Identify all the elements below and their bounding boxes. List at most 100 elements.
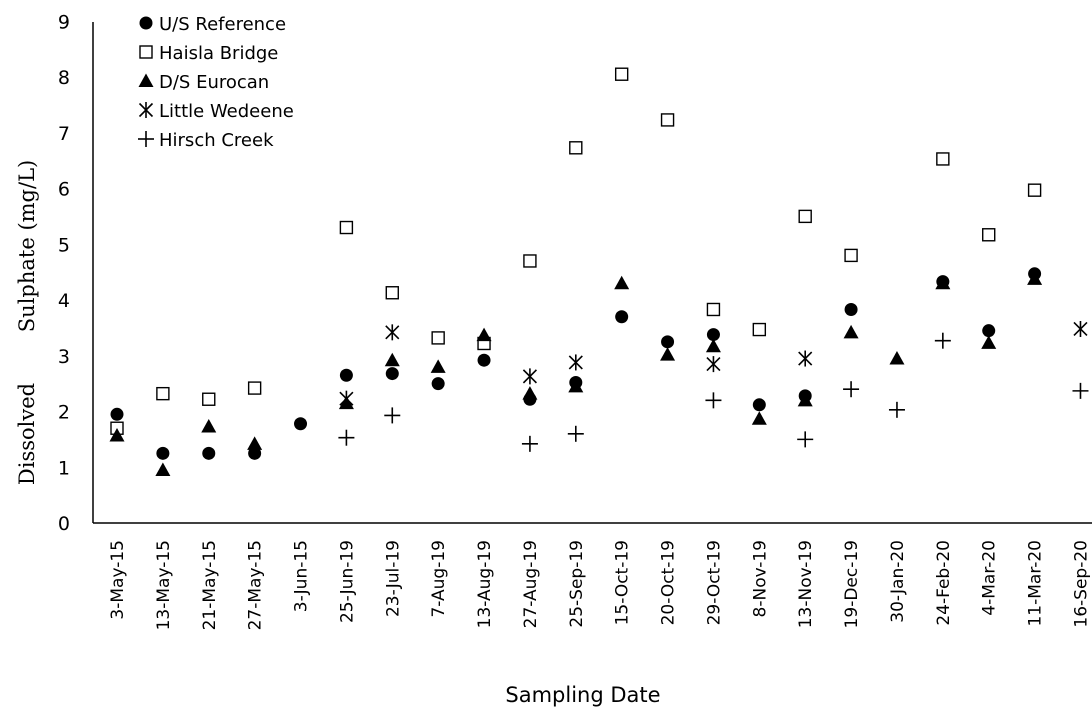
data-point [1027, 271, 1043, 285]
legend-label: U/S Reference [159, 14, 286, 35]
x-tick-label: 29-Oct-19 [704, 540, 724, 625]
series-d-s-eurocan [109, 271, 1043, 477]
legend-marker [138, 73, 154, 87]
legend-label: Hirsch Creek [159, 130, 274, 151]
data-point [752, 398, 766, 412]
y-axis-title: Dissolved Sulphate (mg/L) [15, 160, 39, 485]
x-tick-label: 27-May-15 [246, 540, 266, 630]
data-point [155, 462, 171, 477]
y-tick-labels: 0 1 2 3 4 5 6 7 8 9 [58, 11, 70, 535]
data-point [752, 322, 767, 337]
data-point [521, 435, 538, 452]
data-point [660, 113, 675, 127]
x-tick-label: 25-Sep-19 [567, 540, 587, 628]
data-point [661, 335, 675, 349]
data-point [384, 407, 401, 424]
x-tick-label: 30-Jan-20 [888, 540, 908, 623]
x-tick-label: 13-Nov-19 [796, 540, 816, 628]
legend-marker [139, 16, 153, 30]
x-tick-label: 3-May-15 [108, 540, 128, 620]
data-point [385, 367, 399, 381]
series-little-wedeene [339, 320, 1088, 407]
data-point [982, 324, 996, 338]
legend-marker [138, 102, 154, 118]
x-tick-label: 3-Jun-15 [292, 540, 312, 612]
data-point [339, 390, 354, 407]
y-axis-title-part-2: Sulphate (mg/L) [15, 160, 39, 332]
data-point [843, 324, 859, 339]
y-tick-label: 5 [58, 234, 70, 256]
data-point [522, 386, 538, 400]
data-point [1027, 183, 1042, 197]
data-point [431, 331, 445, 345]
x-tick-label: 4-Mar-20 [980, 540, 1000, 616]
x-tick-label: 23-Jul-19 [383, 540, 403, 617]
data-point [660, 347, 676, 361]
data-point [385, 286, 399, 300]
data-point [935, 275, 951, 290]
legend: U/S Reference Haisla Bridge D/S Eurocan Lit… [138, 14, 294, 151]
data-point [523, 254, 537, 268]
data-point [705, 338, 721, 353]
data-point [751, 411, 767, 425]
data-point [843, 381, 860, 398]
data-point [614, 67, 629, 81]
y-axis-title-part-1: Dissolved [15, 383, 39, 485]
data-point [569, 141, 583, 155]
y-tick-label: 1 [58, 457, 70, 479]
data-point [202, 446, 216, 460]
x-tick-label: 20-Oct-19 [659, 540, 679, 625]
data-point [431, 377, 445, 391]
y-tick-label: 4 [58, 290, 70, 312]
x-tick-label: 16-Sep-20 [1071, 540, 1091, 628]
series-hirsch-creek [338, 332, 1089, 452]
data-point [384, 352, 400, 367]
data-points [109, 67, 1089, 477]
data-point [844, 248, 858, 263]
x-tick-label: 24-Feb-20 [934, 540, 954, 626]
data-point [156, 446, 170, 460]
data-point [247, 381, 262, 395]
legend-item: D/S Eurocan [138, 72, 269, 93]
x-tick-label: 25-Jun-19 [337, 540, 357, 623]
data-point [844, 302, 858, 316]
legend-label: D/S Eurocan [159, 72, 269, 93]
y-tick-label: 0 [58, 513, 70, 535]
data-point [888, 401, 905, 418]
legend-item: U/S Reference [139, 14, 286, 35]
legend-marker [138, 131, 154, 147]
data-point [338, 429, 355, 446]
y-tick-label: 7 [58, 123, 70, 145]
x-tick-label: 8-Nov-19 [750, 540, 770, 617]
data-point [798, 209, 812, 224]
data-point [156, 386, 170, 401]
data-point [567, 425, 584, 442]
y-tick-label: 2 [58, 402, 70, 424]
data-point [477, 353, 491, 367]
legend-marker [139, 45, 153, 59]
data-point [982, 228, 996, 242]
data-point [385, 324, 400, 341]
data-point [522, 368, 537, 385]
data-point [109, 427, 125, 442]
data-point [889, 351, 905, 365]
legend-label: Haisla Bridge [159, 43, 278, 64]
legend-label: Little Wedeene [159, 101, 294, 122]
data-point [1073, 320, 1088, 337]
x-axis-title: Sampling Date [505, 683, 660, 707]
data-point [248, 446, 262, 460]
x-tick-label: 11-Mar-20 [1026, 540, 1046, 627]
x-tick-labels: 3-May-15 13-May-15 21-May-15 27-May-15 3-Jun… [108, 540, 1091, 630]
x-tick-label: 13-May-15 [154, 540, 174, 630]
x-tick-label: 7-Aug-19 [429, 540, 449, 618]
data-point [430, 359, 446, 373]
data-point [981, 335, 997, 349]
data-point [294, 417, 308, 431]
data-point [1072, 382, 1089, 399]
x-tick-label: 19-Dec-19 [842, 540, 862, 628]
x-tick-label: 15-Oct-19 [613, 540, 633, 625]
data-point [202, 392, 216, 406]
data-point [705, 392, 722, 409]
data-point [934, 332, 951, 349]
data-point [614, 275, 630, 290]
